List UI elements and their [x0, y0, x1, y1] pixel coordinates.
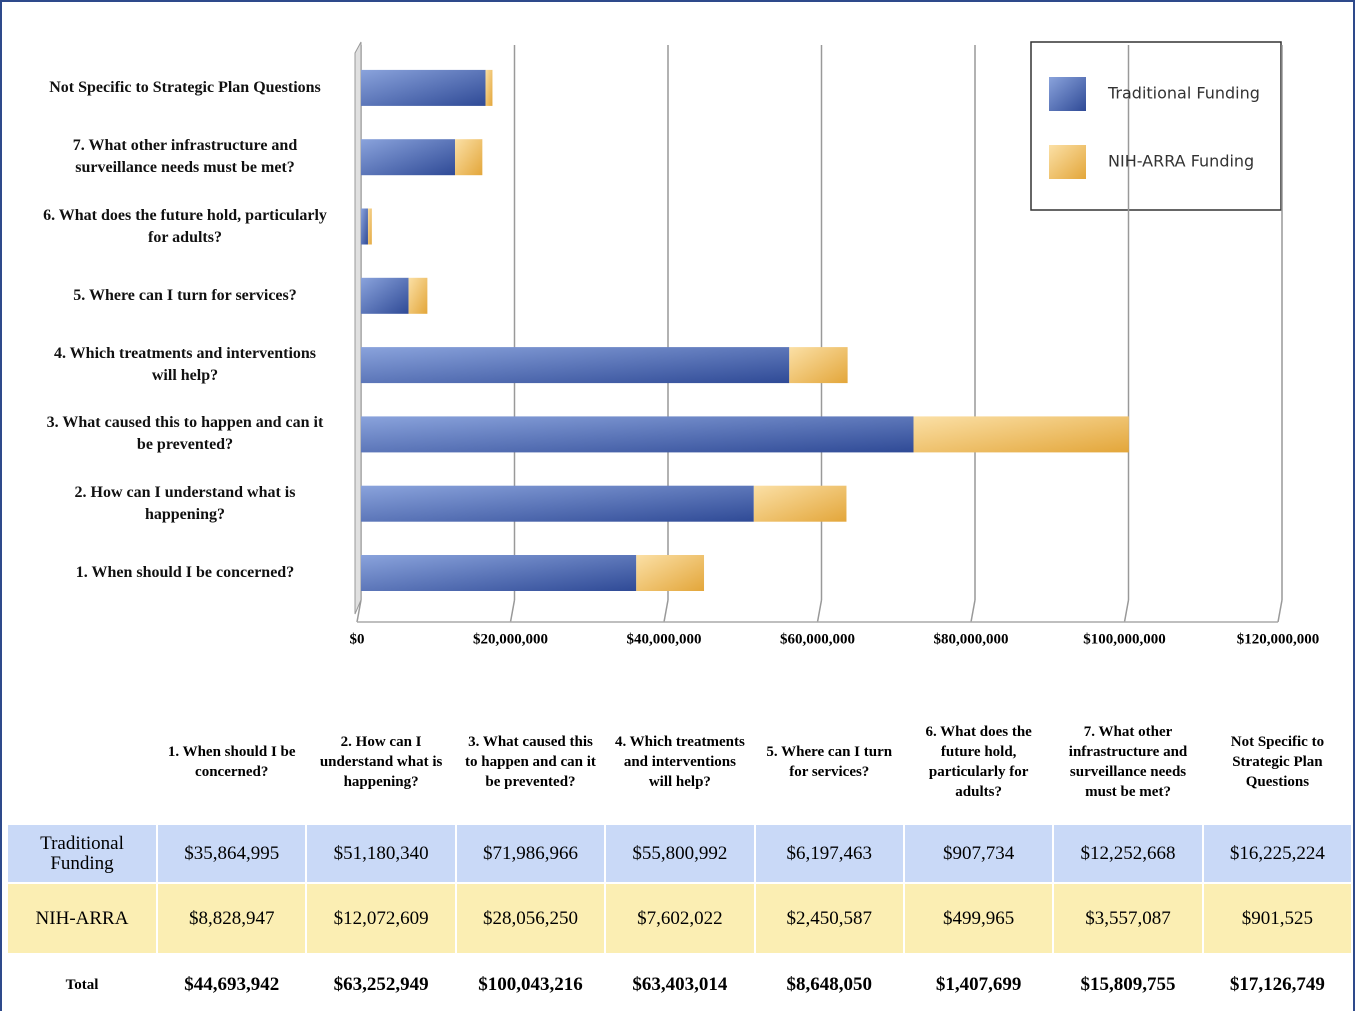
chart: $0 $20,000,000 $40,000,000 $60,000,000 $80,0… [350, 41, 1320, 647]
category-label: 6. What does the future hold, particular… [43, 206, 327, 246]
bar [753, 485, 847, 522]
row-label: NIH-ARRA [8, 883, 158, 955]
row-label: Traditional Funding [8, 824, 158, 884]
legend-label: NIH-ARRA Funding [1108, 152, 1254, 171]
column-header: Not Specific to Strategic Plan Questions [1202, 700, 1354, 825]
bar [455, 139, 483, 176]
column-header: 5. Where can I turn for services? [754, 700, 905, 825]
bar [361, 347, 790, 384]
x-tick-label: $120,000,000 [1237, 631, 1320, 647]
category-label: 3. What caused this to happen and can it… [46, 414, 324, 454]
value-cell: $3,557,087 [1053, 883, 1204, 955]
value-cell: $35,864,995 [157, 824, 308, 884]
row-label: Total [8, 954, 158, 1017]
category-label: 4. Which treatments and interventions wi… [53, 345, 317, 385]
tick-mark [970, 599, 976, 623]
value-cell: $7,602,022 [605, 883, 756, 955]
category-label: 7. What other infrastructure and surveil… [72, 137, 298, 177]
value-cell: $55,800,992 [605, 824, 756, 884]
tick-mark [1123, 599, 1130, 623]
total-cell: $63,252,949 [306, 954, 457, 1017]
column-header: 3. What caused this to happen and can it… [455, 700, 607, 825]
tick-mark [816, 599, 823, 623]
bar [361, 69, 486, 106]
value-cell: $51,180,340 [306, 824, 457, 884]
column-header: 7. What other infrastructure and surveil… [1053, 700, 1204, 825]
tick-mark [509, 599, 516, 623]
x-tick-label: $80,000,000 [934, 631, 1009, 647]
x-tick-label: $20,000,000 [473, 631, 548, 647]
bar [361, 208, 368, 245]
bar [485, 69, 493, 106]
column-header: 1. When should I be concerned? [157, 700, 308, 825]
value-cell: $16,225,224 [1202, 824, 1354, 884]
total-cell: $8,648,050 [754, 954, 905, 1017]
axis-wall [354, 41, 362, 615]
corner-cell [8, 700, 158, 825]
total-row: Total $44,693,942 $63,252,949 $100,043,216 $… [8, 954, 1354, 1017]
tick-mark [1277, 599, 1283, 623]
value-cell: $2,450,587 [754, 883, 905, 955]
total-cell: $17,126,749 [1202, 954, 1354, 1017]
value-cell: $907,734 [903, 824, 1055, 884]
total-cell: $100,043,216 [455, 954, 607, 1017]
legend-swatch [1049, 145, 1086, 179]
x-tick-label: $100,000,000 [1083, 631, 1166, 647]
bar [367, 208, 372, 245]
legend-label: Traditional Funding [1107, 84, 1260, 103]
value-cell: $71,986,966 [455, 824, 607, 884]
column-header: 2. How can I understand what is happenin… [306, 700, 457, 825]
bar [361, 277, 409, 314]
value-cell: $12,072,609 [306, 883, 457, 955]
column-header: 4. Which treatments and interventions wi… [605, 700, 756, 825]
value-cell: $28,056,250 [455, 883, 607, 955]
total-cell: $44,693,942 [157, 954, 308, 1017]
category-label: Not Specific to Strategic Plan Questions [49, 78, 321, 96]
total-cell: $15,809,755 [1053, 954, 1204, 1017]
data-row: Traditional Funding $35,864,995 $51,180,34… [8, 824, 1354, 884]
bar [361, 139, 456, 176]
total-cell: $63,403,014 [605, 954, 756, 1017]
bar [789, 347, 848, 384]
value-cell: $499,965 [903, 883, 1055, 955]
tick-mark [356, 599, 362, 623]
value-cell: $901,525 [1202, 883, 1354, 955]
data-row: NIH-ARRA $8,828,947 $12,072,609 $28,056,250… [8, 883, 1354, 955]
value-cell: $6,197,463 [754, 824, 905, 884]
bar [913, 416, 1129, 453]
bar [361, 416, 914, 453]
bar [636, 555, 705, 591]
bar [361, 555, 637, 591]
data-table: 1. When should I be concerned? 2. How can… [8, 700, 1354, 1017]
value-cell: $8,828,947 [157, 883, 308, 955]
bar [408, 277, 428, 314]
category-label: 2. How can I understand what is happenin… [74, 483, 296, 523]
category-label: 5. Where can I turn for services? [73, 286, 297, 304]
column-header: 6. What does the future hold, particular… [903, 700, 1055, 825]
x-tick-label: $40,000,000 [627, 631, 702, 647]
legend-swatch [1049, 77, 1086, 111]
tick-mark [663, 599, 669, 623]
bar [361, 485, 754, 522]
category-label: 1. When should I be concerned? [75, 564, 295, 581]
x-tick-label: $60,000,000 [780, 631, 855, 647]
total-cell: $1,407,699 [903, 954, 1055, 1017]
value-cell: $12,252,668 [1053, 824, 1204, 884]
legend-box [1030, 41, 1282, 211]
header-row: 1. When should I be concerned? 2. How can… [8, 700, 1354, 825]
x-tick-label: $0 [350, 631, 365, 647]
